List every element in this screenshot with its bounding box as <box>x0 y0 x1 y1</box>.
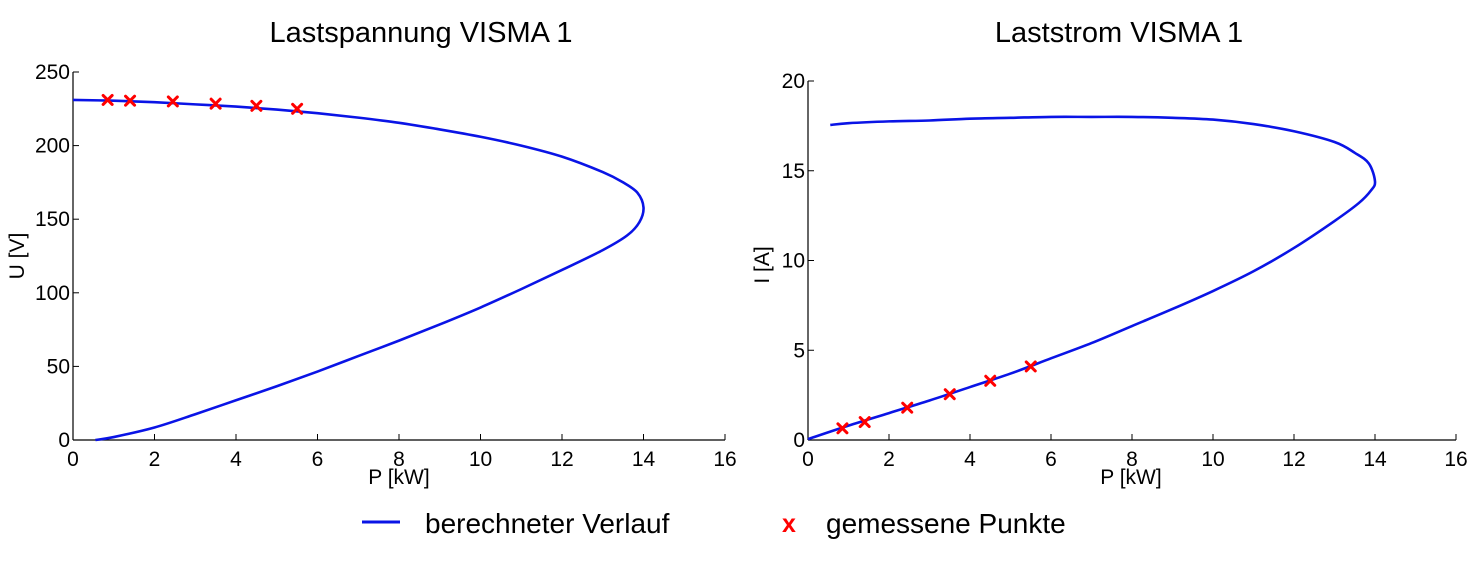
measured-point-marker <box>250 99 263 112</box>
x-tick-label: 0 <box>67 448 79 471</box>
x-tick-label: 12 <box>550 448 573 471</box>
series-lines <box>72 98 645 442</box>
x-tick-label: 6 <box>312 448 324 471</box>
y-tick-label: 50 <box>47 355 70 378</box>
x-tick-label: 12 <box>1282 448 1305 471</box>
measured-point-marker <box>101 93 114 106</box>
x-tick-label: 10 <box>469 448 492 471</box>
y-tick-label: 10 <box>782 250 805 273</box>
axes: 0 2 4 6 8 10 12 14 16 0 50 100 150 200 250 <box>35 61 737 471</box>
x-axis-label: P [kW] <box>368 466 429 489</box>
y-tick-label: 20 <box>782 70 805 93</box>
x-tick-label: 2 <box>149 448 161 471</box>
current-chart: Laststrom VISMA 1 0 2 4 6 8 10 12 14 1605101520 … <box>751 17 1468 489</box>
y-tick-label: 5 <box>793 339 805 362</box>
y-tick-label: 150 <box>35 208 70 231</box>
x-tick-label: 4 <box>964 448 976 471</box>
legend-label-computed: berechneter Verlauf <box>425 508 670 539</box>
x-tick-label: 4 <box>230 448 242 471</box>
x-tick-label: 0 <box>802 448 814 471</box>
x-tick-label: 10 <box>1201 448 1224 471</box>
legend-label-measured: gemessene Punkte <box>826 508 1066 539</box>
chart-title: Lastspannung VISMA 1 <box>269 17 572 49</box>
measured-point-marker <box>209 97 222 110</box>
y-tick-label: 100 <box>35 282 70 305</box>
x-tick-label: 2 <box>883 448 895 471</box>
chart-title: Laststrom VISMA 1 <box>995 17 1243 49</box>
measured-point-marker <box>124 94 137 107</box>
legend: berechneter Verlauf x gemessene Punkte <box>362 508 1066 539</box>
measured-point-marker <box>858 416 871 429</box>
computed-curve <box>807 115 1377 441</box>
x-tick-label: 16 <box>713 448 736 471</box>
computed-curve <box>72 98 645 442</box>
x-tick-label: 8 <box>393 448 405 471</box>
y-tick-label: 0 <box>58 429 70 452</box>
x-tick-label: 8 <box>1126 448 1138 471</box>
plot-area-frame <box>808 81 1456 440</box>
marker-group <box>101 93 304 115</box>
marker-group <box>836 360 1037 435</box>
legend-x-marker: x <box>782 510 796 538</box>
voltage-chart: Lastspannung VISMA 1 0 2 4 6 8 10 12 14 16 0 50 100… <box>6 17 737 489</box>
measured-point-marker <box>836 422 849 435</box>
measured-point-marker <box>166 95 179 108</box>
measured-point-marker <box>901 401 914 414</box>
measured-point-marker <box>943 388 956 401</box>
y-axis-label: U [V] <box>6 233 29 280</box>
y-axis-label: I [A] <box>751 246 774 283</box>
plot-area-frame <box>73 72 725 440</box>
y-tick-label: 15 <box>782 160 805 183</box>
measured-point-marker <box>1024 360 1037 373</box>
series-lines <box>807 115 1377 441</box>
x-axis-label: P [kW] <box>1100 466 1161 489</box>
x-tick-label: 14 <box>1363 448 1387 471</box>
measured-point-marker <box>291 102 304 115</box>
x-tick-label: 16 <box>1444 448 1467 471</box>
y-tick-label: 0 <box>793 429 805 452</box>
x-tick-label: 14 <box>632 448 656 471</box>
axes: 0 2 4 6 8 10 12 14 16 0 5 10 15 20 <box>782 70 1468 471</box>
y-tick-label: 200 <box>35 135 70 158</box>
x-tick-label: 6 <box>1045 448 1057 471</box>
y-tick-label: 250 <box>35 61 70 84</box>
measured-point-marker <box>984 374 997 387</box>
